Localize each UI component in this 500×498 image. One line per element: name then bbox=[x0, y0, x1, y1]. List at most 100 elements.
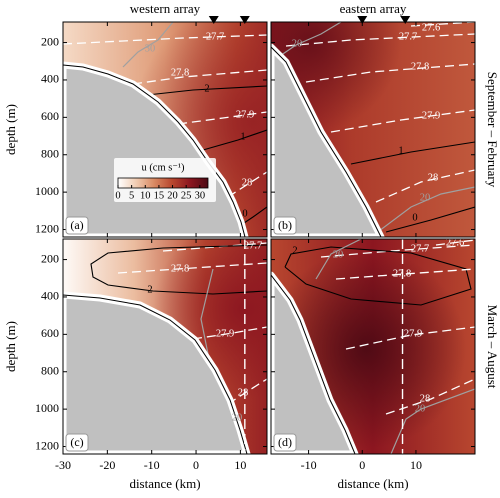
contour-line bbox=[122, 22, 174, 68]
y-tick-label: 600 bbox=[41, 326, 59, 340]
contour-label: 2 bbox=[147, 284, 152, 295]
colorbar-tick-label: 0 bbox=[115, 190, 120, 201]
contour-label: 20 bbox=[292, 38, 303, 49]
contour-label: 28 bbox=[242, 177, 253, 188]
contour-line bbox=[435, 239, 475, 246]
mooring-marker bbox=[208, 16, 219, 24]
contour-line bbox=[132, 69, 267, 85]
contour-label: 2 bbox=[204, 83, 209, 94]
contour-line bbox=[271, 22, 342, 63]
contour-label: 0 bbox=[412, 212, 417, 223]
colorbar-tick-label: 30 bbox=[195, 190, 206, 201]
y-tick-label: 1000 bbox=[35, 184, 59, 198]
contour-line bbox=[227, 378, 267, 405]
x-axis-label: distance (km) bbox=[337, 476, 408, 491]
y-tick-label: 800 bbox=[41, 146, 59, 160]
contour-line bbox=[137, 85, 267, 97]
contour-label: 27.7 bbox=[206, 31, 224, 42]
row-label: September – February bbox=[485, 72, 500, 188]
contour-label: 28 bbox=[238, 387, 249, 398]
colorbar-tick-label: 20 bbox=[167, 190, 178, 201]
contour-label: 27.6 bbox=[422, 22, 440, 33]
contour-label: 27.6 bbox=[446, 237, 464, 248]
contour-line bbox=[177, 111, 267, 125]
panel-label-box bbox=[65, 433, 89, 452]
contour-line bbox=[90, 244, 267, 295]
contour-label: 30 bbox=[145, 43, 156, 54]
contour-label: 27.8 bbox=[171, 263, 189, 274]
contour-line bbox=[227, 171, 267, 198]
contour-label: 27.7 bbox=[399, 31, 417, 42]
colorbar-tick-label: 25 bbox=[181, 190, 192, 201]
axes-frame bbox=[270, 21, 476, 238]
contour-label: 28 bbox=[428, 172, 439, 183]
contour-line bbox=[162, 242, 267, 252]
panel-label-box bbox=[273, 216, 297, 235]
column-title: western array bbox=[130, 1, 201, 16]
contour-line bbox=[335, 268, 475, 280]
panel-label: (b) bbox=[278, 218, 292, 232]
contour-label: 27.7 bbox=[411, 243, 429, 254]
y-tick-label: 1000 bbox=[35, 401, 59, 415]
colorbar-tick-label: 5 bbox=[129, 190, 134, 201]
panel-label: (d) bbox=[278, 435, 292, 449]
panel-label-box bbox=[65, 216, 89, 235]
axes-frame bbox=[270, 238, 476, 455]
contour-line bbox=[375, 169, 475, 203]
axes-frame bbox=[62, 21, 268, 238]
contour-label: 27.9 bbox=[216, 328, 234, 339]
contour-label: 2 bbox=[292, 245, 297, 256]
column-title: eastern array bbox=[340, 1, 407, 16]
mooring-marker bbox=[239, 16, 250, 24]
contour-label: 28 bbox=[420, 393, 431, 404]
seafloor bbox=[63, 64, 246, 237]
mooring-marker bbox=[357, 16, 368, 24]
contour-line bbox=[410, 22, 475, 27]
seafloor bbox=[271, 274, 356, 454]
colorbar-tick-label: 10 bbox=[140, 190, 151, 201]
contour-line bbox=[202, 129, 267, 151]
x-tick-label: 10 bbox=[234, 458, 246, 472]
y-tick-label: 1200 bbox=[35, 221, 59, 235]
contour-line bbox=[330, 109, 475, 133]
contour-line bbox=[385, 378, 475, 415]
colorbar bbox=[117, 177, 209, 189]
y-tick-label: 600 bbox=[41, 109, 59, 123]
contour-line bbox=[350, 141, 475, 165]
plot-area: 27.7 30 27.8 2 27.9 1 28 0 bbox=[63, 22, 267, 237]
x-tick-label: -10 bbox=[301, 458, 317, 472]
y-axis-label: depth (m) bbox=[3, 104, 18, 155]
y-tick-label: 400 bbox=[41, 289, 59, 303]
colorbar-tick-label: 15 bbox=[154, 190, 165, 201]
contour-line bbox=[345, 326, 475, 350]
panel: 27.73027.8227.9128020040060080010001200(… bbox=[3, 1, 268, 238]
panel-label: (c) bbox=[70, 435, 83, 449]
contour-line bbox=[117, 262, 267, 274]
seafloor bbox=[63, 294, 248, 454]
x-tick-label: 0 bbox=[193, 458, 199, 472]
contour-label: 27.7 bbox=[244, 240, 262, 251]
y-tick-label: 800 bbox=[41, 363, 59, 377]
contour-label: 1 bbox=[240, 131, 245, 142]
row-label: March – August bbox=[485, 305, 500, 389]
contour-label: 27.9 bbox=[422, 110, 440, 121]
plot-area: 27.6 27.7 20 27.8 27.9 1 20 28 0 bbox=[271, 22, 475, 237]
y-tick-label: 200 bbox=[41, 251, 59, 265]
panel: 27.6 27.7 20 27.8 27.9 1 20 28 0 (b) eastern array… bbox=[270, 1, 500, 238]
y-tick-label: 1200 bbox=[35, 438, 59, 452]
contour-line bbox=[192, 326, 267, 340]
contour-line bbox=[285, 33, 475, 47]
contour-line bbox=[305, 63, 475, 83]
x-tick-label: -30 bbox=[55, 458, 71, 472]
x-tick-label: 10 bbox=[410, 458, 422, 472]
y-axis-label: depth (m) bbox=[3, 321, 18, 372]
panel-label-box bbox=[273, 433, 297, 452]
x-tick-label: 0 bbox=[359, 458, 365, 472]
seafloor bbox=[271, 46, 382, 237]
contour-line bbox=[385, 206, 475, 233]
contour-line bbox=[370, 186, 475, 237]
contour-line bbox=[390, 388, 475, 454]
